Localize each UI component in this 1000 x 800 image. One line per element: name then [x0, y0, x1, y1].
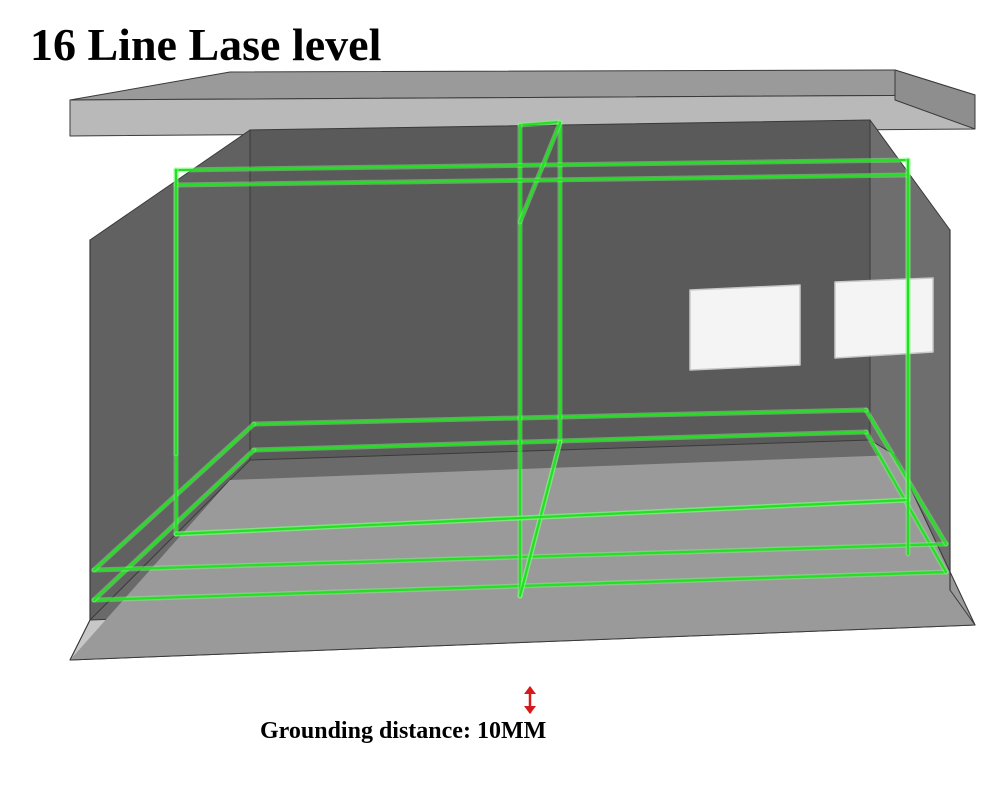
arrow-up-icon	[524, 686, 536, 694]
arrow-down-icon	[524, 706, 536, 714]
window	[835, 278, 933, 358]
window	[690, 285, 800, 370]
grounding-distance-caption: Grounding distance: 10MM	[260, 718, 546, 745]
diagram-stage: 16 Line Lase level Grounding distance: 1…	[0, 0, 1000, 800]
room-laser-diagram	[0, 0, 1000, 800]
